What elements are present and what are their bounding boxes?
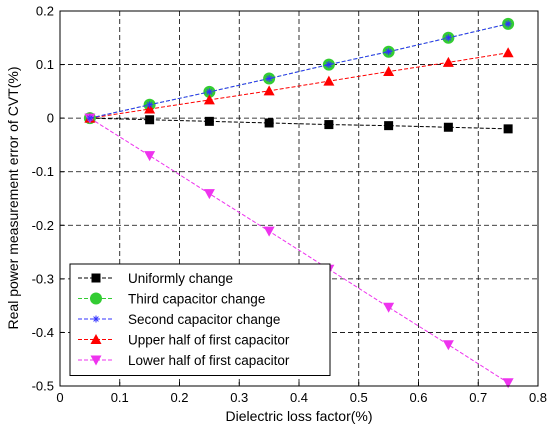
data-point bbox=[503, 124, 513, 134]
data-point bbox=[263, 85, 275, 96]
data-point bbox=[144, 151, 156, 162]
legend-marker bbox=[90, 355, 102, 366]
series-group bbox=[83, 17, 515, 389]
x-tick-label: 0.8 bbox=[529, 390, 547, 405]
data-point bbox=[325, 61, 333, 69]
legend-marker bbox=[90, 334, 102, 344]
data-point bbox=[442, 56, 454, 67]
star-stroke bbox=[206, 89, 213, 95]
data-point bbox=[324, 120, 334, 130]
data-point bbox=[265, 75, 273, 82]
y-tick-label: 0 bbox=[47, 111, 54, 126]
star-stroke bbox=[93, 316, 99, 322]
data-point bbox=[442, 340, 454, 351]
x-tick-label: 0.1 bbox=[111, 390, 129, 405]
legend-entry: Lower half of first capacitor bbox=[78, 353, 290, 368]
legend-entry: Third capacitor change bbox=[78, 292, 265, 307]
x-tick-label: 0.2 bbox=[170, 390, 188, 405]
legend-label: Uniformly change bbox=[128, 271, 233, 286]
data-point bbox=[264, 118, 274, 128]
x-tick-label: 0.3 bbox=[230, 390, 248, 405]
x-tick-label: 0 bbox=[56, 390, 63, 405]
y-tick-label: -0.1 bbox=[32, 164, 54, 179]
data-point bbox=[384, 121, 394, 131]
legend-marker bbox=[91, 273, 101, 283]
data-point bbox=[504, 20, 512, 28]
legend-entry: Second capacitor change bbox=[78, 312, 280, 327]
data-point bbox=[383, 66, 395, 77]
y-tick-label: -0.2 bbox=[32, 218, 54, 233]
y-tick-label: -0.5 bbox=[32, 379, 54, 394]
series-line bbox=[89, 117, 509, 130]
y-axis-label: Real power measurement error of CVT(%) bbox=[5, 67, 21, 330]
series-2 bbox=[86, 20, 512, 122]
x-axis-label: Dielectric loss factor(%) bbox=[225, 408, 372, 424]
star-stroke bbox=[87, 115, 93, 121]
legend-label: Third capacitor change bbox=[128, 292, 265, 307]
data-point bbox=[383, 302, 395, 313]
y-tick-label: 0.2 bbox=[36, 4, 54, 19]
x-tick-label: 0.4 bbox=[290, 390, 308, 405]
x-axis-ticks: 0 0.1 0.2 0.3 0.4 0.5 0.6 0.7 0.8 bbox=[56, 382, 547, 405]
y-tick-label: -0.4 bbox=[32, 325, 54, 340]
series-line bbox=[89, 23, 509, 119]
data-point bbox=[203, 94, 215, 105]
data-point bbox=[444, 34, 452, 42]
data-point bbox=[86, 114, 94, 122]
y-tick-label: 0.1 bbox=[36, 57, 54, 72]
data-point bbox=[205, 88, 213, 96]
data-point bbox=[203, 189, 215, 200]
legend-entry: Upper half of first capacitor bbox=[78, 333, 290, 348]
x-tick-label: 0.7 bbox=[469, 390, 487, 405]
legend: Uniformly change Third capacitor change Se… bbox=[69, 263, 331, 376]
data-point bbox=[385, 48, 393, 56]
legend-label: Upper half of first capacitor bbox=[128, 333, 290, 348]
star-stroke bbox=[385, 48, 392, 55]
x-tick-label: 0.6 bbox=[409, 390, 427, 405]
data-point bbox=[443, 122, 453, 132]
legend-marker bbox=[90, 292, 102, 305]
y-axis-ticks: -0.5 -0.4 -0.3 -0.2 -0.1 0 0.1 0.2 bbox=[32, 4, 64, 394]
legend-label: Lower half of first capacitor bbox=[128, 353, 290, 368]
series-line bbox=[89, 52, 509, 119]
data-point bbox=[263, 226, 275, 237]
data-point bbox=[146, 101, 154, 109]
y-tick-label: -0.3 bbox=[32, 271, 54, 286]
data-point bbox=[204, 116, 214, 126]
data-point bbox=[502, 47, 514, 58]
x-tick-label: 0.5 bbox=[350, 390, 368, 405]
series-3 bbox=[84, 47, 514, 123]
star-stroke bbox=[266, 75, 272, 82]
legend-marker bbox=[92, 315, 100, 323]
data-point bbox=[145, 115, 155, 125]
data-point bbox=[502, 378, 514, 389]
series-line bbox=[89, 117, 509, 384]
star-stroke bbox=[326, 61, 332, 68]
data-point bbox=[144, 103, 156, 114]
legend-entry: Uniformly change bbox=[78, 271, 233, 286]
star-stroke bbox=[146, 101, 153, 108]
star-stroke bbox=[505, 21, 511, 27]
star-stroke bbox=[445, 34, 452, 41]
legend-label: Second capacitor change bbox=[128, 312, 280, 327]
legend-box bbox=[69, 263, 331, 376]
data-point bbox=[323, 75, 335, 86]
plot-frame bbox=[59, 10, 539, 387]
